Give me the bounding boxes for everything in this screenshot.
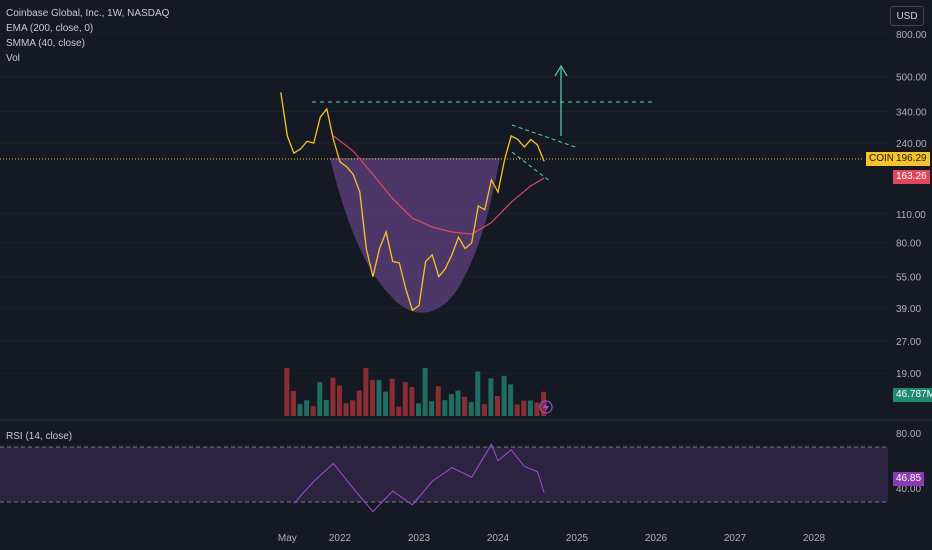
indicator-smma[interactable]: SMMA (40, close) <box>6 38 85 49</box>
rsi-value-badge: 46.85 <box>893 472 925 486</box>
volume-bar <box>462 396 468 416</box>
time-axis-tick: 2026 <box>645 533 668 544</box>
volume-bar <box>343 403 349 416</box>
volume-bar <box>541 391 547 416</box>
price-axis-tick: 240.00 <box>896 139 927 150</box>
price-axis[interactable]: 800.00 500.00 340.00 240.00 110.00 80.00 55.00… <box>896 30 927 380</box>
time-axis-tick: May <box>278 533 297 544</box>
volume-bars <box>284 368 547 416</box>
volume-bar <box>475 371 481 416</box>
volume-bar <box>514 404 520 416</box>
currency-button[interactable]: USD <box>890 6 924 26</box>
volume-bar <box>337 385 342 416</box>
rsi-label[interactable]: RSI (14, close) <box>6 431 73 442</box>
volume-bar <box>310 406 316 416</box>
rsi-axis-label-lower: 40.00 <box>896 484 921 495</box>
time-axis[interactable]: May 2022 2023 2024 2025 2026 2027 2028 <box>278 533 826 544</box>
time-axis-tick: 2028 <box>803 533 826 544</box>
lightning-icon[interactable] <box>539 400 553 414</box>
volume-bar <box>416 403 421 416</box>
price-axis-tick: 27.00 <box>896 337 921 348</box>
price-axis-tick: 800.00 <box>896 30 927 41</box>
price-axis-tick: 500.00 <box>896 73 927 84</box>
volume-bar <box>521 400 527 416</box>
volume-bar <box>435 386 441 416</box>
price-axis-tick: 39.00 <box>896 304 921 315</box>
volume-bar <box>508 384 514 416</box>
volume-bar <box>317 382 323 416</box>
volume-badge: 46.787M <box>893 388 932 402</box>
price-axis-tick: 340.00 <box>896 108 927 119</box>
symbol-title[interactable]: Coinbase Global, Inc., 1W, NASDAQ <box>6 8 170 19</box>
handle-channel-upper <box>511 124 579 149</box>
volume-bar <box>495 395 500 416</box>
legend: Coinbase Global, Inc., 1W, NASDAQ EMA (2… <box>6 6 169 66</box>
volume-bar <box>284 368 290 416</box>
volume-bar <box>468 402 474 416</box>
last-price-badge: 196.29 <box>893 152 930 166</box>
volume-bar <box>481 404 487 416</box>
volume-bar <box>356 390 362 416</box>
volume-bar <box>389 378 395 416</box>
volume-bar <box>290 390 296 416</box>
volume-bar <box>323 399 329 416</box>
volume-bar <box>297 403 303 416</box>
rsi-axis-label-upper: 80.00 <box>896 429 921 440</box>
volume-bar <box>455 390 461 416</box>
volume-bar <box>383 391 389 416</box>
volume-bar <box>330 377 336 416</box>
time-axis-tick: 2024 <box>487 533 510 544</box>
volume-bar <box>376 380 382 416</box>
volume-bar <box>429 401 435 416</box>
volume-bar <box>409 386 415 416</box>
time-axis-tick: 2027 <box>724 533 747 544</box>
volume-bar <box>396 406 402 416</box>
handle-channel-lower <box>511 151 552 183</box>
price-axis-tick: 55.00 <box>896 273 921 284</box>
volume-bar <box>363 368 369 416</box>
volume-bar <box>350 400 356 416</box>
volume-bar <box>422 368 428 416</box>
volume-bar <box>402 382 408 416</box>
volume-bar <box>534 402 540 416</box>
target-arrow-icon <box>554 64 568 136</box>
price-line <box>280 92 545 312</box>
volume-bar <box>501 375 507 416</box>
price-axis-tick: 80.00 <box>896 239 921 250</box>
symbol-badge: COIN <box>866 152 897 166</box>
volume-bar <box>527 400 533 416</box>
price-axis-tick: 110.00 <box>896 210 926 221</box>
price-axis-tick: 19.00 <box>896 369 921 380</box>
indicator-ema[interactable]: EMA (200, close, 0) <box>6 23 94 34</box>
indicator-vol[interactable]: Vol <box>6 53 20 64</box>
cup-pattern-area <box>330 158 500 313</box>
volume-bar <box>448 394 454 416</box>
volume-bar <box>442 400 448 416</box>
time-axis-tick: 2022 <box>329 533 352 544</box>
time-axis-tick: 2025 <box>566 533 589 544</box>
rsi-line <box>293 443 545 513</box>
volume-bar <box>488 378 494 416</box>
volume-bar <box>304 400 310 416</box>
rsi-legend[interactable]: RSI (14, close) <box>6 429 72 444</box>
ma-line <box>333 135 545 235</box>
ma-value-badge: 163.26 <box>893 170 930 184</box>
time-axis-tick: 2023 <box>408 533 431 544</box>
volume-bar <box>369 380 375 416</box>
rsi-band <box>0 447 888 502</box>
